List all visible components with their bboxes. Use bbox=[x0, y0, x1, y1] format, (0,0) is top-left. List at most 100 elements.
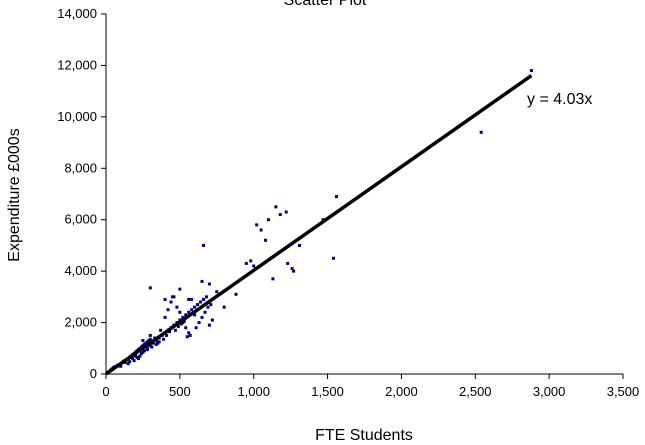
trendline-equation-label: y = 4.03x bbox=[527, 91, 592, 108]
data-point bbox=[141, 339, 145, 343]
data-point bbox=[179, 322, 183, 326]
x-tick-label: 2,500 bbox=[459, 384, 492, 399]
x-tick-label: 0 bbox=[102, 384, 109, 399]
data-point bbox=[278, 213, 282, 217]
chart-title: Scatter Plot bbox=[284, 0, 367, 9]
data-point bbox=[199, 300, 203, 304]
trendline bbox=[104, 74, 533, 376]
data-point bbox=[201, 297, 205, 301]
data-point bbox=[284, 210, 288, 214]
x-tick-label: 2,000 bbox=[385, 384, 418, 399]
data-point bbox=[166, 308, 170, 312]
data-point bbox=[131, 357, 135, 361]
data-point bbox=[150, 345, 154, 349]
data-point bbox=[271, 277, 275, 281]
data-point bbox=[162, 337, 166, 341]
axes bbox=[105, 14, 623, 375]
data-point bbox=[190, 297, 194, 301]
data-point bbox=[207, 282, 211, 286]
data-point bbox=[184, 326, 188, 330]
data-point bbox=[194, 326, 198, 330]
data-point bbox=[148, 286, 152, 290]
data-point bbox=[176, 324, 180, 328]
x-tick-label: 3,000 bbox=[533, 384, 566, 399]
data-point bbox=[119, 364, 123, 368]
data-point bbox=[210, 318, 214, 322]
data-point bbox=[169, 300, 173, 304]
data-point bbox=[215, 290, 219, 294]
data-point bbox=[157, 340, 161, 344]
data-point bbox=[196, 303, 200, 307]
y-tick-label: 0 bbox=[90, 366, 97, 381]
data-point bbox=[184, 313, 188, 317]
data-point bbox=[259, 228, 263, 232]
data-point bbox=[181, 315, 185, 319]
data-point bbox=[292, 269, 296, 273]
data-point bbox=[249, 259, 253, 263]
data-point bbox=[209, 303, 213, 307]
data-point bbox=[207, 323, 211, 327]
ticks: 0 2,000 4,000 6,000 8,000 10,000 12,000 14,000 0… bbox=[57, 6, 639, 399]
data-point bbox=[264, 238, 268, 242]
data-point bbox=[173, 328, 177, 332]
data-point bbox=[286, 261, 290, 265]
data-point bbox=[128, 360, 132, 364]
data-point bbox=[132, 359, 136, 363]
data-point bbox=[135, 355, 139, 359]
y-tick-label: 8,000 bbox=[64, 160, 97, 175]
data-point bbox=[331, 256, 335, 260]
data-point bbox=[222, 305, 226, 309]
data-point bbox=[193, 313, 197, 317]
data-point bbox=[126, 362, 130, 366]
data-point bbox=[141, 350, 145, 354]
data-point bbox=[178, 287, 182, 291]
x-axis-title: FTE Students bbox=[315, 427, 413, 444]
x-tick-label: 500 bbox=[169, 384, 191, 399]
data-point bbox=[178, 310, 182, 314]
y-tick-label: 2,000 bbox=[64, 315, 97, 330]
y-tick-label: 6,000 bbox=[64, 212, 97, 227]
data-point bbox=[204, 295, 208, 299]
data-point bbox=[203, 310, 207, 314]
data-point bbox=[529, 69, 533, 73]
x-tick-label: 3,500 bbox=[607, 384, 640, 399]
data-point bbox=[165, 333, 169, 337]
data-point bbox=[255, 223, 259, 227]
data-point bbox=[200, 315, 204, 319]
data-point bbox=[244, 261, 248, 265]
data-point bbox=[197, 321, 201, 325]
data-point bbox=[151, 341, 155, 345]
x-tick-label: 1,000 bbox=[237, 384, 270, 399]
data-point bbox=[190, 308, 194, 312]
data-point bbox=[234, 292, 238, 296]
data-point bbox=[193, 305, 197, 309]
data-point bbox=[252, 264, 256, 268]
data-point bbox=[170, 295, 174, 299]
data-point bbox=[163, 315, 167, 319]
data-point bbox=[138, 354, 142, 358]
data-point bbox=[188, 333, 192, 337]
y-tick-label: 14,000 bbox=[57, 6, 97, 21]
data-point bbox=[187, 297, 191, 301]
y-axis-title: Expenditure £000s bbox=[6, 128, 23, 261]
data-point bbox=[334, 195, 338, 199]
data-point bbox=[298, 243, 302, 247]
y-tick-label: 4,000 bbox=[64, 263, 97, 278]
data-point bbox=[290, 267, 294, 271]
data-point bbox=[148, 337, 152, 341]
data-point bbox=[187, 310, 191, 314]
data-point bbox=[148, 333, 152, 337]
y-tick-label: 12,000 bbox=[57, 57, 97, 72]
x-tick-label: 1,500 bbox=[311, 384, 344, 399]
data-point bbox=[178, 318, 182, 322]
data-point bbox=[274, 205, 278, 209]
data-point bbox=[206, 305, 210, 309]
y-tick-label: 10,000 bbox=[57, 109, 97, 124]
data-point bbox=[201, 243, 205, 247]
data-point bbox=[479, 130, 483, 134]
data-point bbox=[182, 319, 186, 323]
data-point bbox=[154, 342, 158, 346]
data-point bbox=[266, 218, 270, 222]
data-point bbox=[145, 348, 149, 352]
